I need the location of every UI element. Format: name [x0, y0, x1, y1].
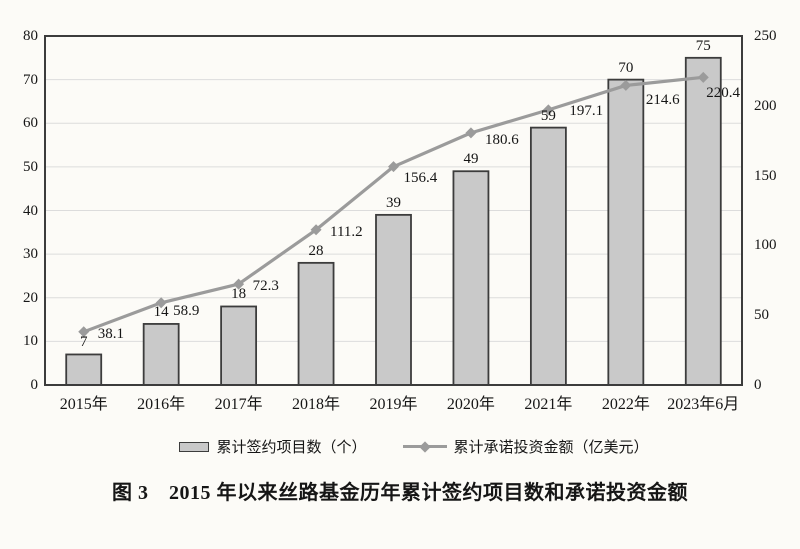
left-axis-tick-30: 30: [23, 246, 38, 263]
x-axis-label-2017年: 2017年: [214, 396, 263, 413]
diamond-marker-2022年: [620, 79, 632, 91]
diamond-marker-2017年: [233, 278, 245, 290]
diamond-marker-2018年: [310, 224, 322, 236]
line-series-swatch-icon: [402, 440, 447, 453]
x-axis-label-2019年: 2019年: [369, 396, 418, 413]
x-axis-label-2016年: 2016年: [137, 396, 186, 413]
bar-2022年: [607, 78, 645, 386]
line-value-label-2023年6月: 220.4: [706, 85, 741, 102]
legend-item-projects: 累计签约项目数（个）: [179, 436, 367, 457]
line-value-label-2015年: 38.1: [97, 325, 124, 342]
bar-value-label-2020年: 49: [463, 151, 479, 168]
left-axis-tick-20: 20: [23, 289, 38, 306]
line-value-label-2019年: 156.4: [403, 169, 438, 186]
legend-item-investment: 累计承诺投资金额（亿美元）: [402, 436, 649, 457]
legend-label-projects: 累计签约项目数（个）: [216, 440, 367, 456]
bar-2018年: [297, 261, 335, 386]
right-axis-tick-200: 200: [754, 97, 777, 114]
left-axis-tick-0: 0: [30, 377, 39, 393]
bar-2021年: [529, 126, 567, 386]
x-axis-label-2021年: 2021年: [524, 396, 573, 413]
x-axis-label-2022年: 2022年: [601, 396, 650, 413]
bar-value-label-2015年: 7: [79, 334, 88, 351]
diamond-marker-2016年: [155, 297, 167, 309]
left-axis-tick-40: 40: [23, 202, 38, 219]
bar-2023年6月: [684, 56, 722, 386]
bar-series-swatch-icon: [179, 441, 210, 452]
legend-label-investment: 累计承诺投资金额（亿美元）: [453, 440, 649, 456]
bar-value-label-2022年: 70: [618, 59, 634, 76]
x-axis-label-2015年: 2015年: [59, 396, 108, 413]
left-axis-tick-70: 70: [23, 71, 38, 88]
bar-value-label-2016年: 14: [153, 303, 169, 320]
diamond-marker-2020年: [465, 127, 477, 139]
line-value-label-2018年: 111.2: [330, 223, 363, 240]
right-axis-tick-250: 250: [754, 28, 777, 44]
legend: 累计签约项目数（个） 累计承诺投资金额（亿美元）: [14, 436, 800, 457]
x-axis-label-2023年6月: 2023年6月: [667, 396, 740, 413]
bar-value-label-2023年6月: 75: [695, 37, 711, 54]
diamond-marker-2021年: [542, 104, 554, 116]
line-value-label-2017年: 72.3: [252, 278, 279, 295]
line-value-label-2020年: 180.6: [484, 131, 519, 148]
diamond-marker-icon: [418, 440, 431, 453]
x-axis-label-2018年: 2018年: [292, 396, 341, 413]
right-axis-tick-100: 100: [754, 237, 777, 254]
x-axis-label-2020年: 2020年: [446, 396, 495, 413]
left-axis-tick-10: 10: [23, 333, 38, 350]
diamond-marker-2019年: [388, 161, 399, 173]
bar-2019年: [375, 213, 412, 386]
bar-value-label-2017年: 18: [231, 286, 247, 303]
bar-2017年: [220, 305, 258, 386]
right-axis-tick-50: 50: [754, 307, 769, 324]
bar-2016年: [142, 323, 180, 386]
right-axis-tick-0: 0: [754, 377, 762, 393]
left-axis-tick-60: 60: [23, 115, 38, 132]
left-axis-tick-80: 80: [23, 28, 38, 44]
bar-2020年: [452, 170, 490, 386]
line-value-label-2021年: 197.1: [569, 102, 604, 119]
figure-caption: 图 3 2015 年以来丝路基金历年累计签约项目数和承诺投资金额: [112, 482, 688, 504]
line-value-label-2016年: 58.9: [173, 302, 200, 319]
bar-2015年: [65, 353, 103, 386]
plot-frame: [44, 35, 743, 386]
diamond-marker-2015年: [78, 326, 90, 338]
bar-value-label-2021年: 59: [540, 107, 556, 124]
diamond-marker-2023年6月: [697, 71, 709, 83]
right-axis-tick-150: 150: [754, 167, 777, 184]
bar-value-label-2019年: 39: [386, 194, 401, 211]
line-value-label-2022年: 214.6: [645, 92, 680, 109]
left-axis-tick-50: 50: [23, 158, 38, 175]
bar-value-label-2018年: 28: [308, 242, 324, 259]
